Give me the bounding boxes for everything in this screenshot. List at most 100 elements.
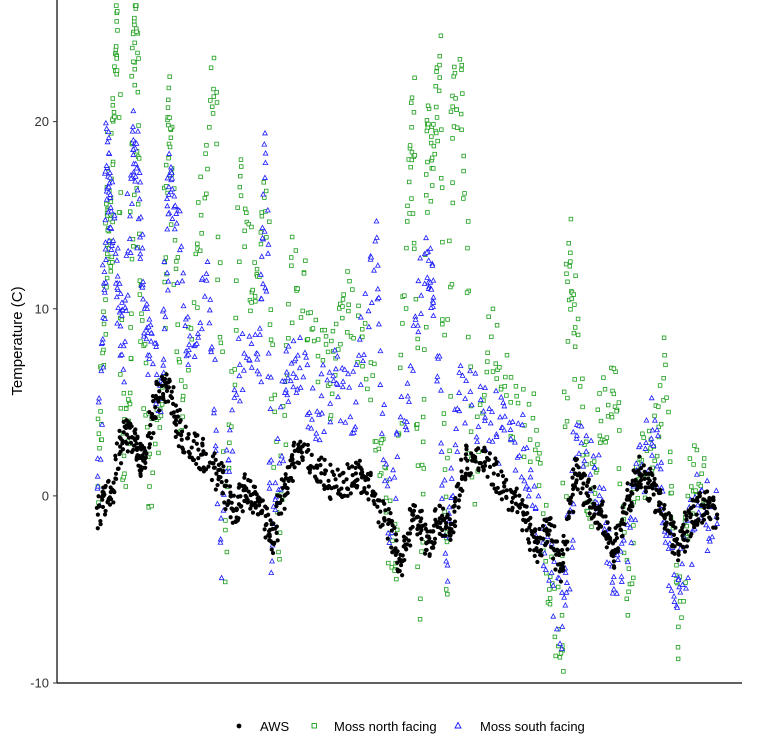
- data-point-aws: [676, 558, 681, 563]
- data-point-moss-south: [118, 312, 125, 318]
- data-point-moss-north: [121, 391, 127, 396]
- data-point-moss-north: [110, 260, 115, 265]
- data-point-moss-south: [236, 397, 243, 404]
- data-point-aws: [144, 451, 149, 456]
- data-point-moss-north: [123, 406, 129, 411]
- data-point-moss-north: [132, 192, 137, 198]
- data-point-moss-south: [160, 362, 167, 368]
- data-point-moss-north: [571, 292, 576, 297]
- data-point-aws: [568, 495, 574, 500]
- data-point-moss-north: [561, 669, 566, 674]
- data-point-moss-south: [113, 293, 120, 300]
- legend-moss-north-label: Moss north facing: [334, 719, 437, 734]
- data-point-aws: [689, 512, 694, 517]
- data-point-moss-south: [557, 640, 563, 646]
- data-point-moss-north: [692, 443, 697, 448]
- data-point-moss-north: [198, 174, 203, 180]
- data-point-moss-north: [687, 456, 693, 461]
- data-point-aws: [111, 500, 116, 505]
- data-point-moss-north: [400, 321, 405, 326]
- data-point-moss-north: [461, 153, 466, 159]
- data-point-moss-north: [430, 183, 435, 188]
- data-point-moss-north: [174, 259, 179, 264]
- data-point-moss-north: [439, 176, 444, 181]
- data-point-moss-south: [149, 360, 156, 367]
- data-point-aws: [248, 478, 253, 484]
- data-point-moss-south: [98, 367, 105, 374]
- data-point-aws: [359, 467, 364, 472]
- data-point-moss-north: [575, 332, 581, 338]
- data-point-moss-north: [580, 404, 585, 410]
- data-point-moss-south: [614, 556, 621, 562]
- data-point-moss-north: [462, 191, 467, 196]
- data-point-aws: [366, 484, 371, 489]
- data-point-aws: [191, 438, 196, 444]
- data-point-moss-north: [431, 122, 436, 127]
- data-point-moss-north: [432, 151, 437, 157]
- data-point-moss-south: [486, 437, 493, 443]
- data-point-moss-north: [207, 125, 212, 130]
- data-point-aws: [545, 539, 550, 545]
- data-point-moss-south: [212, 356, 219, 362]
- data-point-aws: [149, 412, 155, 417]
- data-point-moss-south: [285, 343, 292, 349]
- data-point-moss-north: [340, 304, 345, 309]
- data-point-aws: [625, 487, 630, 493]
- data-point-moss-south: [452, 441, 459, 448]
- data-point-aws: [495, 472, 501, 478]
- data-point-moss-south: [628, 539, 635, 545]
- data-point-moss-north: [121, 474, 126, 480]
- data-point-moss-south: [262, 129, 268, 136]
- data-point-moss-north: [253, 299, 258, 304]
- data-point-aws: [393, 532, 399, 537]
- data-point-moss-north: [149, 503, 154, 509]
- data-point-moss-north: [425, 210, 430, 215]
- data-point-moss-north: [437, 75, 442, 80]
- data-point-moss-north: [661, 398, 666, 403]
- data-point-aws: [219, 460, 224, 466]
- data-point-aws: [390, 522, 395, 528]
- data-point-aws: [628, 508, 633, 513]
- data-point-aws: [565, 547, 570, 552]
- data-point-moss-north: [179, 378, 184, 383]
- data-point-moss-south: [643, 417, 650, 423]
- data-point-moss-south: [115, 304, 122, 311]
- data-point-aws: [319, 471, 324, 476]
- data-point-moss-north: [422, 347, 427, 352]
- data-point-moss-south: [481, 417, 488, 424]
- data-point-moss-south: [172, 202, 179, 208]
- data-point-aws: [373, 491, 378, 497]
- data-point-moss-south: [169, 215, 176, 221]
- data-point-moss-north: [269, 396, 274, 402]
- data-point-aws: [671, 520, 676, 525]
- data-point-moss-south: [125, 247, 132, 254]
- data-point-moss-south: [507, 426, 514, 432]
- data-point-moss-south: [674, 604, 681, 610]
- data-point-moss-south: [308, 425, 315, 431]
- data-point-aws: [713, 525, 718, 530]
- data-point-moss-north: [443, 494, 449, 500]
- data-point-moss-north: [114, 56, 119, 61]
- data-point-moss-north: [701, 463, 707, 468]
- data-point-moss-south: [284, 374, 291, 381]
- data-point-moss-south: [339, 364, 346, 371]
- data-point-moss-south: [444, 562, 451, 568]
- data-point-moss-south: [314, 408, 321, 414]
- data-point-aws: [364, 491, 369, 496]
- data-point-aws: [482, 460, 487, 465]
- data-point-moss-south: [662, 532, 669, 539]
- data-point-moss-north: [538, 461, 543, 466]
- data-point-moss-north: [338, 341, 343, 347]
- data-point-moss-north: [239, 164, 244, 169]
- data-point-moss-north: [568, 307, 573, 312]
- data-point-aws: [604, 545, 609, 550]
- data-point-moss-north: [450, 180, 455, 185]
- data-point-moss-north: [114, 72, 119, 77]
- data-point-aws: [678, 542, 683, 547]
- data-point-moss-north: [411, 110, 417, 115]
- data-point-aws: [588, 487, 593, 492]
- data-point-moss-north: [252, 260, 257, 265]
- data-point-moss-north: [198, 212, 204, 218]
- data-point-moss-south: [99, 339, 106, 345]
- data-point-moss-south: [406, 398, 412, 405]
